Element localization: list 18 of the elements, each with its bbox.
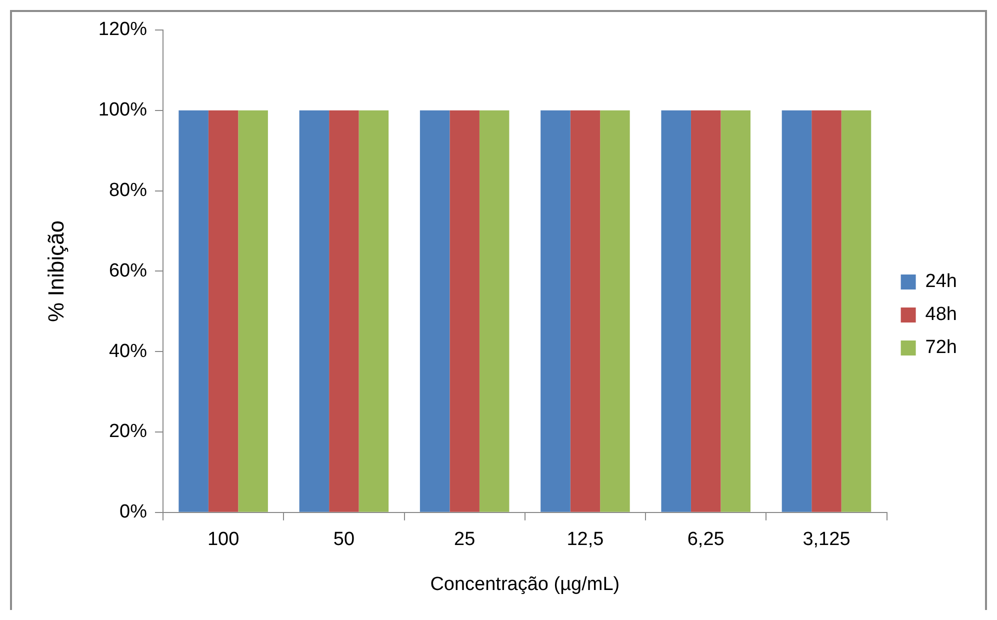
y-tick-label: 20% (108, 421, 148, 442)
legend-label: 48h (925, 304, 957, 326)
y-tick-label: 100% (98, 100, 148, 121)
x-tick-label: 6,25 (687, 529, 724, 550)
x-tick-label: 50 (333, 529, 355, 550)
y-tick-label: 80% (108, 180, 148, 202)
x-tick-label: 12,5 (566, 529, 604, 550)
y-tick-label: 0% (120, 502, 148, 523)
y-tick-label: 60% (108, 260, 148, 282)
x-tick-label: 100 (207, 529, 240, 550)
legend-label: 72h (925, 337, 957, 358)
legend-label: 24h (925, 271, 957, 292)
x-tick-label: 3,125 (802, 529, 850, 550)
x-tick-label: 25 (454, 529, 476, 550)
x-axis-title: Concentração (µg/mL) (430, 574, 620, 595)
y-axis-title: % Inibição (43, 220, 68, 322)
y-tick-label: 120% (98, 19, 148, 40)
y-tick-label: 40% (108, 340, 148, 362)
